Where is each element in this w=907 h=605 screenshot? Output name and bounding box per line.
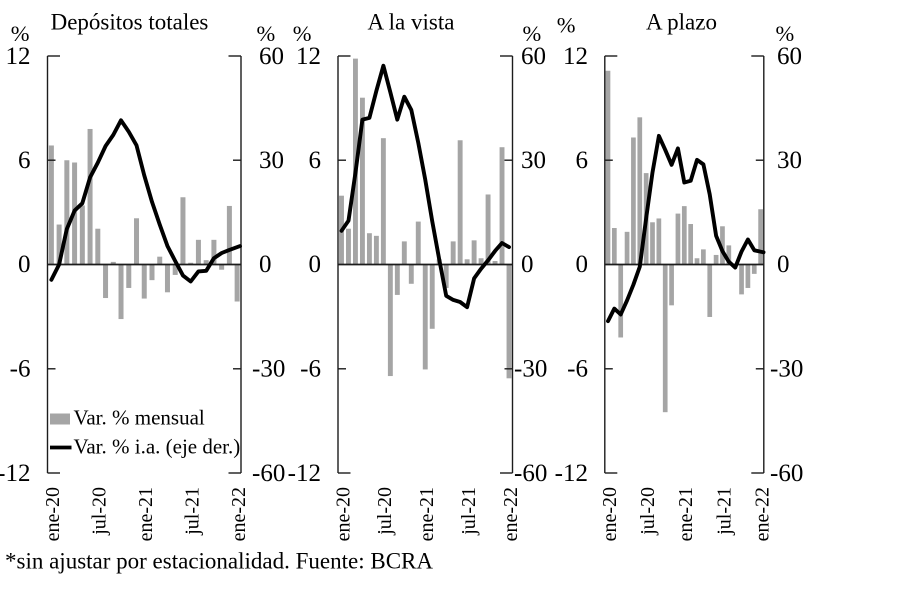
svg-text:-6: -6 bbox=[300, 356, 321, 383]
svg-text:%: % bbox=[557, 13, 576, 38]
svg-text:12: 12 bbox=[563, 43, 588, 70]
svg-text:-60: -60 bbox=[770, 460, 803, 487]
svg-text:ene-20: ene-20 bbox=[42, 487, 64, 541]
svg-text:0: 0 bbox=[309, 251, 322, 278]
svg-text:jul-21: jul-21 bbox=[182, 487, 204, 536]
svg-text:ene-21: ene-21 bbox=[416, 487, 438, 541]
svg-text:A plazo: A plazo bbox=[646, 10, 717, 35]
svg-text:-12: -12 bbox=[288, 460, 321, 487]
svg-text:30: 30 bbox=[521, 147, 546, 174]
svg-text:60: 60 bbox=[521, 43, 546, 70]
svg-text:-6: -6 bbox=[10, 356, 31, 383]
svg-text:0: 0 bbox=[18, 251, 31, 278]
svg-text:ene-22: ene-22 bbox=[751, 487, 773, 541]
svg-text:60: 60 bbox=[777, 43, 802, 70]
svg-text:30: 30 bbox=[259, 147, 284, 174]
svg-text:jul-20: jul-20 bbox=[374, 487, 396, 536]
svg-text:6: 6 bbox=[309, 147, 322, 174]
svg-text:6: 6 bbox=[18, 147, 31, 174]
svg-text:-30: -30 bbox=[514, 356, 547, 383]
svg-text:jul-20: jul-20 bbox=[637, 487, 659, 536]
svg-text:0: 0 bbox=[576, 251, 589, 278]
svg-text:-12: -12 bbox=[0, 460, 31, 487]
svg-text:12: 12 bbox=[296, 43, 321, 70]
svg-text:ene-20: ene-20 bbox=[599, 487, 621, 541]
svg-text:-30: -30 bbox=[770, 356, 803, 383]
svg-text:0: 0 bbox=[521, 251, 534, 278]
svg-text:jul-21: jul-21 bbox=[458, 487, 480, 536]
svg-text:%: % bbox=[776, 21, 795, 46]
svg-text:%: % bbox=[257, 21, 276, 46]
svg-text:30: 30 bbox=[777, 147, 802, 174]
svg-text:jul-20: jul-20 bbox=[89, 487, 111, 536]
svg-text:6: 6 bbox=[576, 147, 589, 174]
svg-text:ene-20: ene-20 bbox=[332, 487, 354, 541]
svg-text:ene-21: ene-21 bbox=[135, 487, 157, 541]
svg-text:%: % bbox=[11, 21, 30, 46]
svg-text:*sin ajustar por estacionalida: *sin ajustar por estacionalidad. Fuente:… bbox=[5, 549, 433, 574]
svg-text:ene-22: ene-22 bbox=[228, 487, 250, 541]
svg-text:-60: -60 bbox=[514, 460, 547, 487]
svg-text:-6: -6 bbox=[567, 356, 588, 383]
svg-text:%: % bbox=[293, 21, 312, 46]
svg-text:Var. % i.a. (eje der.): Var. % i.a. (eje der.) bbox=[74, 435, 241, 459]
svg-text:60: 60 bbox=[259, 43, 284, 70]
svg-text:Depósitos totales: Depósitos totales bbox=[51, 10, 209, 35]
svg-text:-30: -30 bbox=[252, 356, 285, 383]
svg-text:-12: -12 bbox=[555, 460, 588, 487]
svg-text:0: 0 bbox=[259, 251, 272, 278]
svg-text:ene-21: ene-21 bbox=[675, 487, 697, 541]
svg-text:ene-22: ene-22 bbox=[500, 487, 522, 541]
svg-text:0: 0 bbox=[777, 251, 790, 278]
svg-text:12: 12 bbox=[6, 43, 31, 70]
svg-text:Var. % mensual: Var. % mensual bbox=[74, 406, 205, 430]
svg-text:jul-21: jul-21 bbox=[713, 487, 735, 536]
svg-text:%: % bbox=[523, 21, 542, 46]
svg-text:A la vista: A la vista bbox=[368, 10, 455, 35]
svg-text:-60: -60 bbox=[252, 460, 285, 487]
